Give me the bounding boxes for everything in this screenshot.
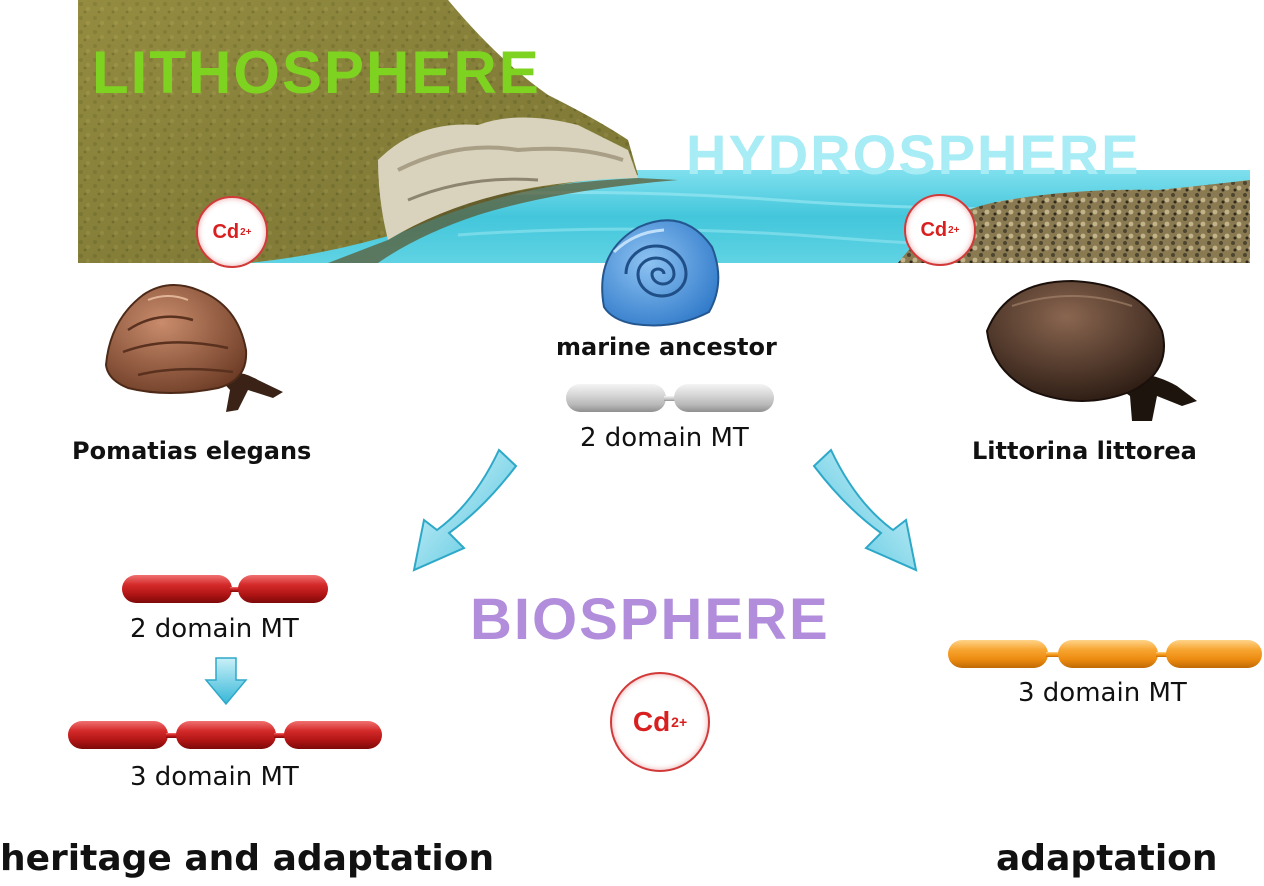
mt-linker bbox=[1156, 652, 1168, 657]
cadmium-ion-icon: Cd bbox=[212, 220, 240, 243]
mt-domain bbox=[674, 384, 774, 412]
ion-charge: 2+ bbox=[671, 714, 688, 730]
ion-charge: 2+ bbox=[948, 224, 960, 236]
cd-ion-badge-center: Cd 2+ bbox=[610, 672, 710, 772]
marine-ancestor-label: marine ancestor bbox=[556, 333, 777, 361]
landscape-illustration bbox=[78, 0, 1250, 263]
cadmium-ion-icon: Cd bbox=[920, 218, 948, 241]
mt-linker bbox=[274, 733, 286, 738]
landscape-banner bbox=[78, 0, 1250, 263]
cd-ion-badge-right: Cd 2+ bbox=[904, 194, 976, 266]
mt-domain bbox=[176, 721, 276, 749]
mt-domain bbox=[284, 721, 382, 749]
lithosphere-label: LITHOSPHERE bbox=[92, 39, 541, 106]
pomatias-species-label: Pomatias elegans bbox=[72, 437, 312, 465]
biosphere-label: BIOSPHERE bbox=[470, 587, 830, 652]
mt-domain bbox=[948, 640, 1048, 668]
littorina-snail-icon bbox=[985, 279, 1197, 421]
mt-linker bbox=[1046, 652, 1060, 657]
mt-linker bbox=[166, 733, 178, 738]
right-outcome-label: adaptation bbox=[996, 838, 1218, 879]
cadmium-ion-icon: Cd bbox=[632, 706, 671, 737]
littorina-species-label: Littorina littorea bbox=[972, 437, 1197, 465]
pomatias-mt-after-label: 3 domain MT bbox=[130, 762, 299, 792]
pomatias-mt-before-label: 2 domain MT bbox=[130, 614, 299, 644]
cd-ion-badge-left: Cd 2+ bbox=[196, 196, 268, 268]
mt-linker bbox=[664, 396, 676, 401]
littorina-mt-label: 3 domain MT bbox=[1018, 678, 1187, 708]
hydrosphere-label: HYDROSPHERE bbox=[686, 123, 1141, 186]
mt-linker bbox=[230, 587, 240, 592]
mt-domain bbox=[68, 721, 168, 749]
mt-domain bbox=[1166, 640, 1262, 668]
mt-domain bbox=[1058, 640, 1158, 668]
down-arrow-icon bbox=[204, 657, 248, 706]
snail-shell-icon bbox=[601, 219, 720, 327]
mt-domain bbox=[238, 575, 328, 603]
ancestor-mt-label: 2 domain MT bbox=[580, 423, 749, 453]
mt-domain bbox=[122, 575, 232, 603]
curved-arrow-icon bbox=[412, 448, 518, 572]
ion-charge: 2+ bbox=[240, 226, 252, 238]
curved-arrow-icon bbox=[812, 448, 918, 572]
left-outcome-label: heritage and adaptation bbox=[0, 838, 495, 879]
mt-domain bbox=[566, 384, 666, 412]
pomatias-snail-icon bbox=[104, 284, 283, 412]
